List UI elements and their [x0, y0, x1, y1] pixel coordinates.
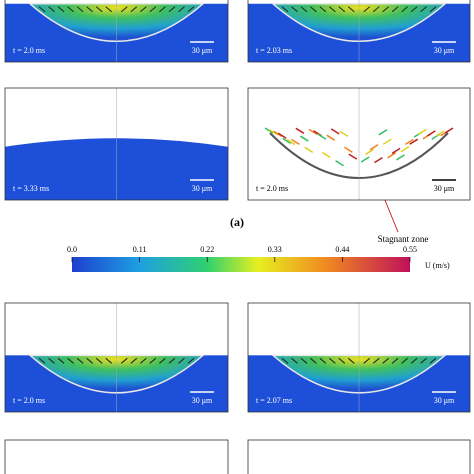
scale-label: 30 μm — [192, 396, 213, 405]
time-label: t = 2.07 ms — [256, 396, 292, 405]
colorbar-tick-label: 0.22 — [200, 245, 214, 254]
annotation: Stagnant zone — [378, 234, 429, 244]
colorbar — [72, 257, 410, 272]
panel: t = 2.0 ms 30 μm — [248, 88, 470, 200]
colorbar-tick-label: 0.0 — [67, 245, 77, 254]
time-label: t = 2.0 ms — [256, 184, 288, 193]
scale-label: 30 μm — [434, 396, 455, 405]
time-label: t = 2.0 ms — [13, 396, 45, 405]
colorbar-unit: U (m/s) — [425, 261, 450, 270]
colorbar-tick-label: 0.55 — [403, 245, 417, 254]
figure: (a) Stagnant zone U (m/s) t = 2.0 ms 30 μ… — [0, 0, 474, 474]
time-label: t = 2.0 ms — [13, 46, 45, 55]
panel-frame — [5, 440, 228, 474]
scale-label: 30 μm — [192, 46, 213, 55]
colorbar-tick-label: 0.11 — [133, 245, 147, 254]
scale-label: 30 μm — [434, 46, 455, 55]
colorbar-tick-label: 0.33 — [268, 245, 282, 254]
scale-label: 30 μm — [434, 184, 455, 193]
colorbar-tick-label: 0.44 — [335, 245, 349, 254]
subfigure-label: (a) — [230, 215, 244, 229]
time-label: t = 3.33 ms — [13, 184, 49, 193]
time-label: t = 2.03 ms — [256, 46, 292, 55]
scale-label: 30 μm — [192, 184, 213, 193]
panel-frame — [248, 440, 470, 474]
panel: t = 3.33 ms 30 μm — [5, 88, 228, 200]
